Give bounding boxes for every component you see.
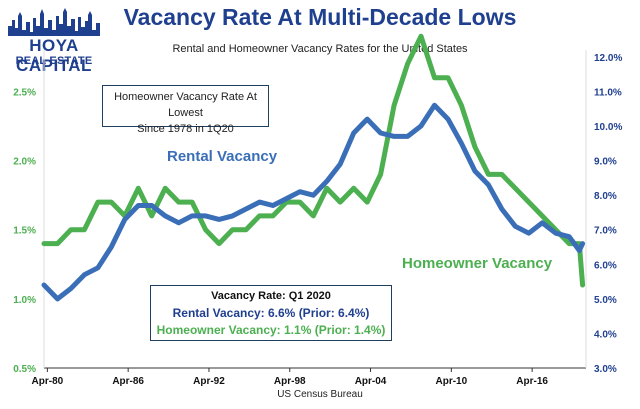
y-right-tick-label: 6.0% bbox=[594, 260, 617, 271]
rental-series-label: Rental Vacancy bbox=[167, 148, 278, 165]
chart-subtitle: Rental and Homeowner Vacancy Rates for t… bbox=[172, 43, 468, 55]
x-tick-label: Apr-16 bbox=[516, 376, 548, 387]
y-right-tick-label: 9.0% bbox=[594, 157, 617, 168]
y-left-tick-label: 2.5% bbox=[13, 87, 36, 98]
x-tick-label: Apr-10 bbox=[435, 376, 467, 387]
x-tick-label: Apr-86 bbox=[112, 376, 144, 387]
x-tick-label: Apr-98 bbox=[274, 376, 306, 387]
y-right-tick-label: 3.0% bbox=[594, 364, 617, 375]
x-tick-label: Apr-04 bbox=[355, 376, 387, 387]
logo-sub-text: REAL ESTATE bbox=[15, 55, 93, 67]
y-left-tick-label: 2.0% bbox=[13, 157, 36, 168]
source-note: US Census Bureau bbox=[277, 389, 363, 400]
stats-heading: Vacancy Rate: Q1 2020 bbox=[211, 290, 331, 302]
y-right-tick-label: 5.0% bbox=[594, 295, 617, 306]
stats-box: Vacancy Rate: Q1 2020 Rental Vacancy: 6.… bbox=[150, 285, 392, 341]
x-tick-label: Apr-92 bbox=[193, 376, 225, 387]
y-left-tick-label: 1.0% bbox=[13, 295, 36, 306]
chart-title: Vacancy Rate At Multi-Decade Lows bbox=[123, 4, 517, 30]
y-right-tick-label: 10.0% bbox=[594, 122, 622, 133]
annotation-note-box: Homeowner Vacancy Rate At Lowest Since 1… bbox=[102, 85, 269, 135]
skyline-icon bbox=[8, 8, 100, 36]
y-right-tick-label: 4.0% bbox=[594, 329, 617, 340]
rental-vacancy-line bbox=[41, 102, 586, 302]
y-right-tick-label: 7.0% bbox=[594, 226, 617, 237]
annotation-note-line1: Homeowner Vacancy Rate At Lowest bbox=[114, 91, 257, 119]
y-right-tick-label: 12.0% bbox=[594, 53, 622, 64]
y-right-tick-label: 8.0% bbox=[594, 191, 617, 202]
y-right-tick-label: 11.0% bbox=[594, 87, 622, 98]
annotation-note-line2: Since 1978 in 1Q20 bbox=[137, 123, 234, 135]
homeowner-series-label: Homeowner Vacancy bbox=[402, 255, 553, 272]
x-tick-label: Apr-80 bbox=[32, 376, 64, 387]
y-left-tick-label: 0.5% bbox=[13, 364, 36, 375]
logo-main-text: HOYA CAPITAL bbox=[16, 36, 92, 75]
stats-homeowner: Homeowner Vacancy: 1.1% (Prior: 1.4%) bbox=[156, 323, 386, 337]
homeowner-vacancy-line bbox=[41, 33, 586, 288]
logo: HOYA CAPITAL REAL ESTATE bbox=[6, 6, 102, 75]
y-left-tick-label: 1.5% bbox=[13, 226, 36, 237]
stats-rental: Rental Vacancy: 6.6% (Prior: 6.4%) bbox=[172, 306, 370, 320]
